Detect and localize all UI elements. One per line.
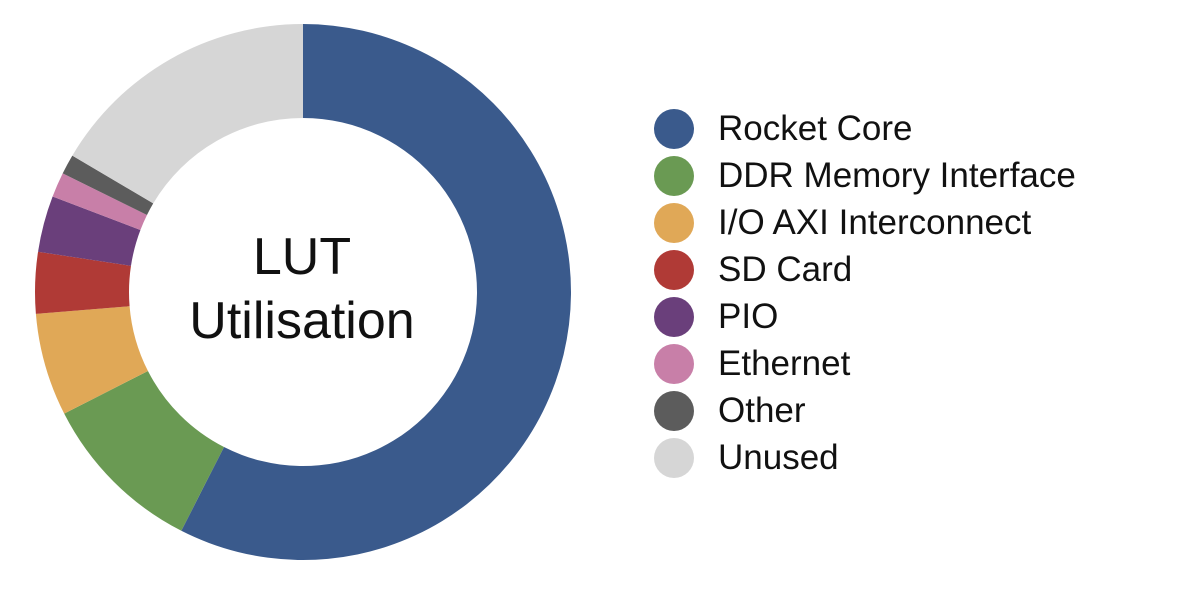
chart-legend: Rocket Core DDR Memory Interface I/O AXI… <box>654 105 1076 481</box>
legend-swatch-sd-card <box>654 249 694 290</box>
legend-label-rocket-core: Rocket Core <box>718 108 913 148</box>
legend-item-io-axi-interconnect: I/O AXI Interconnect <box>654 199 1076 246</box>
legend-swatch-rocket-core <box>654 108 694 149</box>
legend-item-ddr-memory-interface: DDR Memory Interface <box>654 152 1076 199</box>
chart-title: LUT Utilisation <box>132 225 472 353</box>
donut-slice-rocket-core <box>181 24 572 560</box>
donut-slice-unused <box>72 24 303 204</box>
legend-label-sd-card: SD Card <box>718 249 853 289</box>
donut-slice-i-o-axi-interconnect <box>35 306 148 414</box>
legend-swatch-ethernet <box>654 343 694 384</box>
chart-title-line-1: LUT <box>252 228 352 286</box>
legend-item-unused: Unused <box>654 434 1076 481</box>
legend-swatch-unused <box>654 437 694 478</box>
legend-swatch-pio <box>654 296 694 337</box>
donut-slice-other <box>62 155 154 215</box>
legend-item-other: Other <box>654 387 1076 434</box>
legend-label-unused: Unused <box>718 437 839 477</box>
legend-swatch-io-axi-interconnect <box>654 202 694 243</box>
legend-item-ethernet: Ethernet <box>654 340 1076 387</box>
legend-swatch-ddr-memory-interface <box>654 155 694 196</box>
donut-slice-ddr-memory-interface <box>64 370 225 531</box>
legend-item-pio: PIO <box>654 293 1076 340</box>
chart-title-line-2: Utilisation <box>189 292 415 350</box>
legend-label-io-axi-interconnect: I/O AXI Interconnect <box>718 202 1032 242</box>
legend-item-sd-card: SD Card <box>654 246 1076 293</box>
donut-chart <box>35 24 572 560</box>
donut-slice-ethernet <box>52 173 147 230</box>
legend-swatch-other <box>654 390 694 431</box>
donut-slice-sd-card <box>35 251 131 314</box>
legend-label-ethernet: Ethernet <box>718 343 851 383</box>
legend-item-rocket-core: Rocket Core <box>654 105 1076 152</box>
donut-slice-pio <box>38 196 141 266</box>
legend-label-ddr-memory-interface: DDR Memory Interface <box>718 155 1076 195</box>
legend-label-pio: PIO <box>718 296 779 336</box>
legend-label-other: Other <box>718 390 806 430</box>
